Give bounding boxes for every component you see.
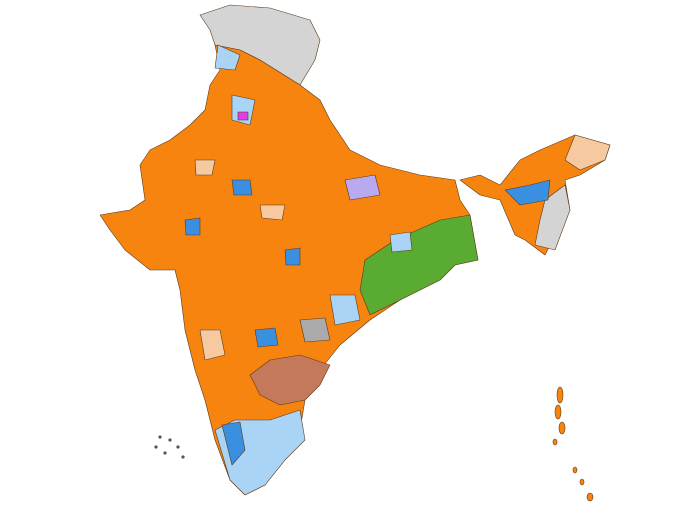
region-northeast-blue xyxy=(504,179,551,206)
patch-lavender xyxy=(344,174,381,201)
region-south-brown xyxy=(249,354,331,406)
region-southwest-blue xyxy=(221,421,246,466)
region-northeast-gray xyxy=(534,184,571,251)
patch-lightblue xyxy=(389,231,413,253)
patch-peach xyxy=(199,329,226,361)
patch-blue xyxy=(284,247,301,266)
patch-blue xyxy=(231,179,253,196)
patch-blue xyxy=(254,327,279,348)
region-east-green xyxy=(359,214,479,316)
patch-gray xyxy=(299,317,331,343)
islands-west xyxy=(154,435,185,459)
patch-blue xyxy=(184,217,201,236)
patch-magenta xyxy=(237,111,249,121)
patch-peach xyxy=(259,204,286,221)
patch-peach xyxy=(194,159,216,176)
patch-lightblue xyxy=(214,44,241,71)
islands-east xyxy=(552,386,594,502)
region-north-gray xyxy=(199,4,321,86)
patch-lightblue xyxy=(329,294,361,326)
region-northeast-peach xyxy=(564,134,611,171)
